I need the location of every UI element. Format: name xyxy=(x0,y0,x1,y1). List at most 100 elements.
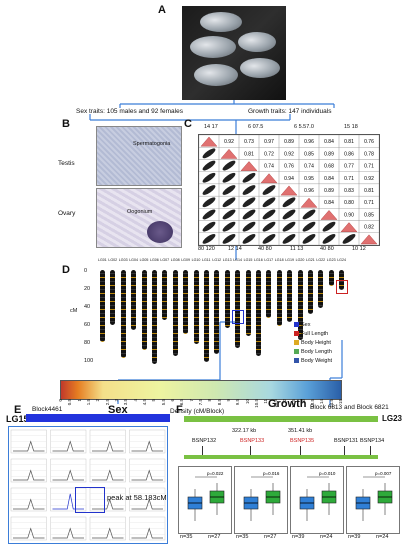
matrix-scatter xyxy=(262,185,276,195)
matrix-scatter xyxy=(222,221,236,232)
growth-label: Growth xyxy=(268,398,307,410)
fish-photo xyxy=(182,6,286,100)
snp-marker-label: BSNP133 xyxy=(240,438,265,444)
snp-marker-label: BSNP134 xyxy=(360,438,385,444)
boxplot-panel: p=0.022 xyxy=(178,466,232,534)
matrix-corr-value: 0.85 xyxy=(304,151,314,157)
matrix-density xyxy=(340,222,358,232)
chromosome-bar xyxy=(276,270,282,326)
boxplot-n1: n=35 xyxy=(180,534,193,540)
cm-tick: 40 xyxy=(84,304,91,310)
peak-curve xyxy=(92,469,124,481)
legend-label: Full Length xyxy=(301,330,329,337)
density-tick: 4.5 xyxy=(142,399,147,406)
matrix-corr-value: 0.84 xyxy=(324,176,334,182)
lg15-label: LG15 xyxy=(6,414,29,424)
matrix-scatter xyxy=(202,197,216,208)
chromosome-bar xyxy=(256,270,261,356)
chromosome-bar xyxy=(318,270,324,308)
peak-curve xyxy=(131,498,163,510)
matrix-density xyxy=(240,161,258,171)
matrix-corr-value: 0.76 xyxy=(364,139,374,145)
chromosome-bar xyxy=(152,270,157,364)
boxplot-panel: p=0.007 xyxy=(346,466,400,534)
density-tick: 3 xyxy=(114,399,119,402)
density-tick: 8.5 xyxy=(216,399,222,406)
chromosome-bar xyxy=(162,270,168,320)
spermatogonia-label: Spermatogonia xyxy=(133,141,171,147)
chromosome-bar xyxy=(308,270,313,314)
matrix-scatter xyxy=(302,221,316,232)
lg-label: LG21 xyxy=(306,258,315,262)
panel-label-a: A xyxy=(158,4,166,16)
matrix-scatter xyxy=(322,221,336,232)
snp-marker-line xyxy=(202,446,203,455)
density-tick: 1 xyxy=(76,399,82,402)
density-color-bar xyxy=(60,380,342,400)
correlation-matrix: 0.92 0.73 0.97 0.89 0.96 0.84 0.81 0.76 0.81 0.72… xyxy=(198,134,380,246)
matrix-bottom-tick: 11 13 xyxy=(290,246,304,252)
peak-curve xyxy=(52,440,84,452)
matrix-scatter xyxy=(202,209,216,220)
chromosome-bar xyxy=(141,270,147,350)
lg23-highlight-box xyxy=(336,280,348,294)
linkage-map: LG01 LG02 LG03 LG04 LG05 LG06 LG07 LG08 LG09 LG10… xyxy=(70,258,370,378)
matrix-scatter xyxy=(282,197,296,208)
matrix-corr-value: 0.81 xyxy=(344,139,354,145)
lg-label: LG23 xyxy=(326,258,336,262)
boxplot-n2: n=27 xyxy=(208,534,221,540)
legend-item: Sex xyxy=(294,320,354,329)
matrix-corr-value: 0.89 xyxy=(324,151,334,157)
matrix-corr-value: 0.81 xyxy=(364,188,374,194)
matrix-corr-value: 0.78 xyxy=(364,151,374,157)
matrix-corr-value: 0.95 xyxy=(304,176,314,182)
matrix-scatter xyxy=(262,209,276,220)
chromosome-bar xyxy=(214,270,220,354)
matrix-scatter xyxy=(342,234,356,244)
matrix-density xyxy=(300,197,318,208)
legend-swatch xyxy=(294,331,299,336)
lg-label: LG09 xyxy=(181,258,190,262)
matrix-corr-value: 0.71 xyxy=(344,176,354,182)
panel-label-f: F xyxy=(176,404,183,416)
panel-label-c: C xyxy=(184,118,192,130)
matrix-scatter xyxy=(202,221,216,232)
density-tick: 8 xyxy=(207,399,213,402)
matrix-corr-value: 0.96 xyxy=(304,139,314,145)
peak-curve xyxy=(92,527,124,539)
legend-swatch xyxy=(294,340,299,345)
density-tick: 9 xyxy=(226,399,231,402)
chromosome-bar xyxy=(297,270,303,340)
peak-grid-svg xyxy=(10,429,166,541)
snp-marker-label: BSNP132 xyxy=(192,438,217,444)
matrix-top-tick: 14 17 xyxy=(204,124,218,130)
matrix-scatter xyxy=(202,172,216,183)
legend-item: Body Height xyxy=(294,338,354,347)
matrix-bottom-tick: 12 14 xyxy=(228,246,242,252)
lg-label: LG03 xyxy=(118,258,128,262)
panel-label-d: D xyxy=(62,264,70,276)
legend-label: Body Length xyxy=(301,348,332,355)
lg-label: LG24 xyxy=(337,258,346,262)
matrix-scatter xyxy=(222,185,236,195)
testis-histology-image: Spermatogonia xyxy=(96,126,182,186)
chromosome-bar xyxy=(245,270,251,336)
matrix-corr-value: 0.71 xyxy=(364,164,374,170)
legend-item: Body Weight xyxy=(294,356,354,365)
matrix-scatter xyxy=(242,185,256,195)
matrix-corr-value: 0.76 xyxy=(284,164,294,170)
density-tick: 7 xyxy=(188,399,194,402)
lg-label: LG22 xyxy=(316,258,326,262)
lg-label: LG20 xyxy=(295,258,305,262)
lg23-bar xyxy=(184,416,378,422)
matrix-scatter xyxy=(242,209,256,220)
matrix-scatter xyxy=(222,197,236,208)
cm-axis-ticks: 0 20 40 60 80 100 xyxy=(84,268,94,368)
chromosome-bar xyxy=(131,270,137,330)
matrix-density xyxy=(200,136,218,147)
density-tick: 5 xyxy=(151,399,157,402)
fish-5 xyxy=(240,58,280,78)
peak-curve xyxy=(52,493,84,510)
fish-4 xyxy=(194,64,238,86)
matrix-density xyxy=(320,210,338,220)
